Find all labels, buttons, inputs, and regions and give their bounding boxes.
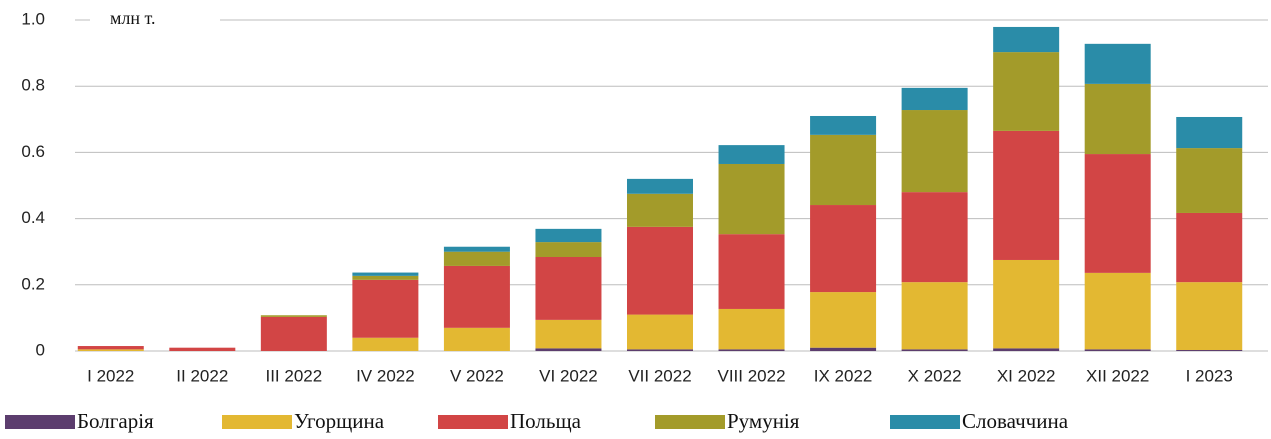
- bar-segment: [718, 308, 785, 350]
- bar-segment: [352, 275, 419, 280]
- bar-segment: [627, 349, 693, 351]
- bar-segment: [718, 234, 785, 309]
- x-tick-label: VIII 2022: [718, 366, 786, 385]
- bar-segment: [993, 26, 1060, 53]
- x-tick-label: I 2023: [1186, 366, 1233, 385]
- bar-segment: [993, 259, 1060, 349]
- bar-segment: [1176, 116, 1243, 149]
- x-tick-label: VI 2022: [539, 366, 598, 385]
- label-backdrop: [90, 8, 220, 34]
- bar-segment: [993, 52, 1060, 131]
- bar-segment: [810, 134, 877, 206]
- bar-segment: [1084, 154, 1151, 273]
- bar-segment: [901, 110, 968, 193]
- y-tick-label: 0.6: [21, 142, 45, 161]
- bar-segment: [535, 319, 602, 349]
- bar-segment: [352, 279, 419, 338]
- legend-label: Словаччина: [962, 409, 1069, 433]
- bar-segment: [535, 348, 602, 351]
- bar-segment: [535, 228, 602, 243]
- legend-swatch: [655, 415, 725, 429]
- y-tick-label: 0: [36, 340, 45, 359]
- y-tick-label: 1.0: [21, 9, 45, 28]
- legend-label: Польща: [510, 409, 582, 433]
- legend-swatch: [222, 415, 292, 429]
- bar-segment: [352, 337, 419, 351]
- x-tick-label: I 2022: [87, 366, 134, 385]
- bar-segment: [1084, 272, 1151, 350]
- x-tick-label: II 2022: [176, 366, 228, 385]
- bar-segment: [901, 87, 968, 111]
- x-tick-label: XII 2022: [1086, 366, 1149, 385]
- bar-segment: [443, 327, 510, 351]
- bar-segment: [1084, 83, 1151, 155]
- y-axis-unit: млн т.: [110, 8, 156, 28]
- bar-segment: [443, 265, 510, 328]
- x-tick-label: V 2022: [450, 366, 504, 385]
- bar-segment: [810, 292, 877, 348]
- bar-segment: [1084, 349, 1151, 351]
- bar-segment: [993, 348, 1060, 351]
- y-tick-label: 0.2: [21, 274, 45, 293]
- bar-segment: [1176, 148, 1243, 213]
- bar-segment: [718, 349, 785, 351]
- bar-segment: [718, 145, 785, 164]
- x-tick-label: X 2022: [908, 366, 962, 385]
- bar-segment: [1176, 350, 1243, 351]
- bar-segment: [627, 193, 693, 227]
- bar-segment: [627, 178, 693, 194]
- legend-swatch: [438, 415, 508, 429]
- bar-segment: [535, 242, 602, 257]
- bar-segment: [901, 349, 968, 351]
- bar-segment: [993, 130, 1060, 260]
- legend-swatch: [5, 415, 75, 429]
- bar-segment: [1176, 212, 1243, 283]
- bar-segment: [627, 314, 693, 350]
- bar-segment: [352, 272, 419, 276]
- bar-segment: [260, 316, 327, 351]
- bar-segment: [810, 115, 877, 135]
- bar-segment: [535, 256, 602, 320]
- legend-label: Болгарія: [77, 409, 154, 433]
- bar-segment: [810, 347, 877, 351]
- bar-segment: [1084, 43, 1151, 84]
- bar-segment: [77, 346, 144, 350]
- x-tick-label: XI 2022: [997, 366, 1056, 385]
- bar-segment: [627, 226, 693, 315]
- x-tick-label: IX 2022: [814, 366, 873, 385]
- bar-segment: [443, 246, 510, 252]
- x-tick-label: VII 2022: [628, 366, 691, 385]
- legend-swatch: [890, 415, 960, 429]
- y-tick-label: 0.8: [21, 76, 45, 95]
- bar-segment: [901, 192, 968, 283]
- bar-segment: [260, 315, 327, 317]
- x-tick-label: IV 2022: [356, 366, 415, 385]
- bar-segment: [718, 163, 785, 235]
- bar-segment: [443, 251, 510, 266]
- bar-segment: [169, 347, 236, 351]
- bar-segment: [77, 349, 144, 351]
- bar-segment: [901, 282, 968, 350]
- bar-segment: [1176, 282, 1243, 351]
- bar-segment: [810, 205, 877, 293]
- legend-label: Румунія: [727, 409, 800, 433]
- x-tick-label: III 2022: [265, 366, 322, 385]
- y-tick-label: 0.4: [21, 208, 45, 227]
- legend-label: Угорщина: [294, 409, 385, 433]
